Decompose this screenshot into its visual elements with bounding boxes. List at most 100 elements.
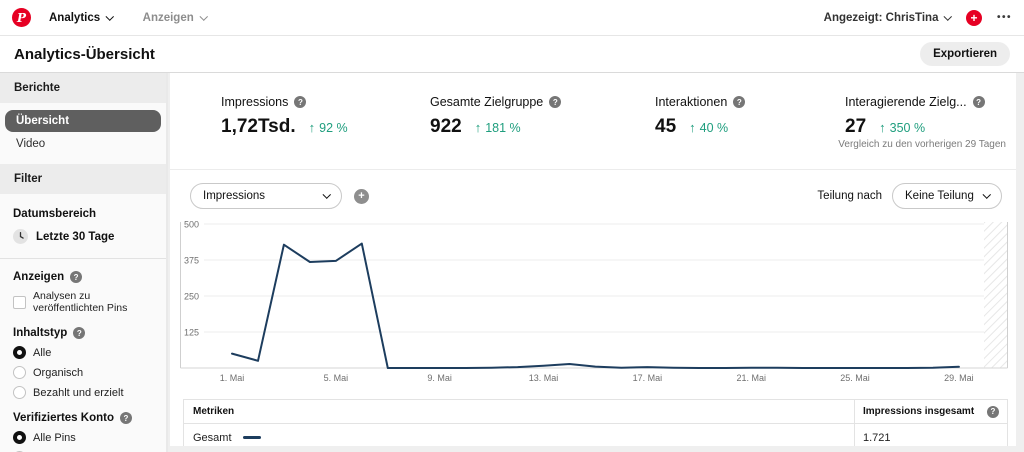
main-area: Impressions? 1,72Tsd. ↑ 92 % Gesamte Zielg…: [168, 73, 1024, 452]
sidebar-divider: [0, 258, 166, 259]
page-header: Analytics-Übersicht Exportieren: [0, 36, 1024, 73]
sidebar-item-video[interactable]: Video: [16, 138, 46, 150]
svg-text:21. Mai: 21. Mai: [736, 373, 766, 383]
help-icon[interactable]: ?: [70, 271, 83, 283]
table-header-metriken: Metriken: [193, 406, 235, 417]
inhaltstyp-group: Inhaltstyp ? Alle Organisch Bezahlt und …: [13, 327, 153, 399]
add-metric-button[interactable]: +: [354, 188, 369, 204]
metric-value: 45: [655, 116, 677, 137]
chevron-down-icon: [982, 190, 991, 199]
checkbox-analysen-pins[interactable]: Analysen zu veröffentlichten Pins: [13, 290, 153, 314]
nav-anzeigen-label: Anzeigen: [142, 11, 194, 24]
split-select-dropdown[interactable]: Keine Teilung: [892, 183, 1002, 209]
page-title: Analytics-Übersicht: [14, 45, 155, 63]
table-header-impressions-insgesamt: Impressions insgesamt: [863, 406, 975, 417]
metric-interagierende-zielgruppe[interactable]: Interagierende Zielg...? 27 ↑ 350 %: [845, 95, 985, 169]
pinterest-logo-icon[interactable]: P: [12, 8, 31, 27]
chevron-down-icon: [322, 190, 331, 199]
svg-text:13. Mai: 13. Mai: [529, 373, 559, 383]
date-range-label: Datumsbereich: [13, 208, 97, 220]
svg-text:125: 125: [184, 328, 199, 338]
row-metric-name: Gesamt: [193, 431, 232, 444]
svg-text:29. Mai: 29. Mai: [944, 373, 974, 383]
svg-text:25. Mai: 25. Mai: [840, 373, 870, 383]
chevron-down-icon: [199, 12, 208, 20]
help-icon[interactable]: ?: [549, 96, 562, 108]
more-options-icon[interactable]: •••: [996, 12, 1012, 23]
sidebar: Berichte Übersicht Video Filter Datumsbe…: [0, 73, 168, 452]
plus-icon: +: [358, 189, 365, 202]
logo-letter: P: [16, 10, 27, 25]
viewer-account-label: Angezeigt: ChrisTina: [823, 11, 939, 24]
chart-controls: Impressions + Teilung nach Keine Teilung: [170, 170, 1016, 218]
chevron-down-icon: [944, 12, 953, 20]
svg-text:9. Mai: 9. Mai: [427, 373, 452, 383]
svg-text:375: 375: [184, 256, 199, 266]
up-arrow-icon: ↑: [689, 120, 696, 135]
impressions-line-chart: 125 250 375 500 1. Mai 5. Mai 9. Mai 13. Mai 17.…: [170, 218, 1016, 391]
content-area: Berichte Übersicht Video Filter Datumsbe…: [0, 73, 1024, 452]
svg-text:17. Mai: 17. Mai: [633, 373, 663, 383]
inhaltstyp-label: Inhaltstyp ?: [13, 327, 153, 339]
topbar-right-group: Angezeigt: ChrisTina + •••: [823, 9, 1012, 26]
metric-change: 181 %: [485, 121, 521, 135]
radio-alle[interactable]: Alle: [13, 346, 153, 359]
table-row-gesamt[interactable]: Gesamt 1.721: [184, 424, 1007, 446]
metric-interaktionen[interactable]: Interaktionen? 45 ↑ 40 %: [655, 95, 845, 169]
create-plus-button[interactable]: +: [965, 9, 982, 26]
nav-analytics-dropdown[interactable]: Analytics: [49, 12, 114, 24]
row-metric-value: 1.721: [863, 431, 891, 444]
up-arrow-icon: ↑: [308, 120, 316, 135]
split-by-label: Teilung nach: [817, 190, 882, 202]
metric-impressions[interactable]: Impressions? 1,72Tsd. ↑ 92 %: [221, 95, 430, 169]
verifiziertes-konto-label: Verifiziertes Konto ?: [13, 412, 153, 424]
up-arrow-icon: ↑: [474, 120, 482, 135]
sidebar-filters: Datumsbereich Letzte 30 Tage Anzeigen ? …: [0, 194, 166, 452]
metric-gesamte-zielgruppe[interactable]: Gesamte Zielgruppe? 922 ↑ 181 %: [430, 95, 655, 169]
help-icon[interactable]: ?: [294, 96, 307, 108]
radio-icon: [13, 386, 26, 399]
chart-svg: 125 250 375 500 1. Mai 5. Mai 9. Mai 13. Mai 17.…: [180, 220, 1008, 383]
metrics-row: Impressions? 1,72Tsd. ↑ 92 % Gesamte Zielg…: [170, 73, 1016, 170]
metric-value: 1,72Tsd.: [221, 116, 296, 137]
viewer-account-dropdown[interactable]: Angezeigt: ChrisTina: [823, 11, 953, 24]
radio-alle-pins[interactable]: Alle Pins: [13, 431, 153, 444]
svg-text:500: 500: [184, 220, 199, 230]
radio-bezahlt-und-erzielt[interactable]: Bezahlt und erzielt: [13, 386, 153, 399]
export-button[interactable]: Exportieren: [920, 42, 1010, 66]
metric-change: 92 %: [319, 121, 348, 135]
metric-value: 27: [845, 116, 867, 137]
nav-anzeigen-dropdown[interactable]: Anzeigen: [142, 11, 208, 24]
svg-text:5. Mai: 5. Mai: [324, 373, 349, 383]
radio-selected-icon: [13, 346, 26, 359]
help-icon[interactable]: ?: [987, 405, 999, 418]
analytics-card: Impressions? 1,72Tsd. ↑ 92 % Gesamte Zielg…: [170, 73, 1016, 446]
split-select-value: Keine Teilung: [905, 190, 974, 202]
sidebar-item-uebersicht[interactable]: Übersicht: [5, 110, 161, 132]
chevron-down-icon: [106, 12, 114, 20]
help-icon[interactable]: ?: [73, 327, 86, 339]
svg-text:1. Mai: 1. Mai: [220, 373, 245, 383]
plus-icon: +: [970, 10, 978, 25]
metric-value: 922: [430, 116, 462, 137]
date-range-selector[interactable]: Letzte 30 Tage: [13, 227, 153, 246]
clock-icon: [13, 229, 28, 244]
svg-text:250: 250: [184, 292, 199, 302]
up-arrow-icon: ↑: [879, 120, 886, 135]
metric-label: Impressions: [221, 95, 289, 109]
anzeigen-filter-label: Anzeigen ?: [13, 271, 153, 283]
metric-select-dropdown[interactable]: Impressions: [190, 183, 342, 209]
metric-label: Interaktionen: [655, 95, 728, 109]
date-range-value: Letzte 30 Tage: [36, 230, 115, 243]
metric-label: Interagierende Zielg...: [845, 95, 967, 109]
sidebar-report-nav: Übersicht Video: [0, 103, 166, 164]
checkbox-icon: [13, 295, 26, 309]
help-icon[interactable]: ?: [119, 412, 132, 424]
help-icon[interactable]: ?: [972, 96, 985, 108]
radio-icon: [13, 366, 26, 379]
help-icon[interactable]: ?: [733, 96, 746, 108]
table-header-row: Metriken Impressions insgesamt ?: [184, 400, 1007, 424]
comparison-note: Vergleich zu den vorherigen 29 Tagen: [838, 139, 1006, 150]
radio-organisch[interactable]: Organisch: [13, 366, 153, 379]
sidebar-section-filter: Filter: [0, 164, 166, 194]
